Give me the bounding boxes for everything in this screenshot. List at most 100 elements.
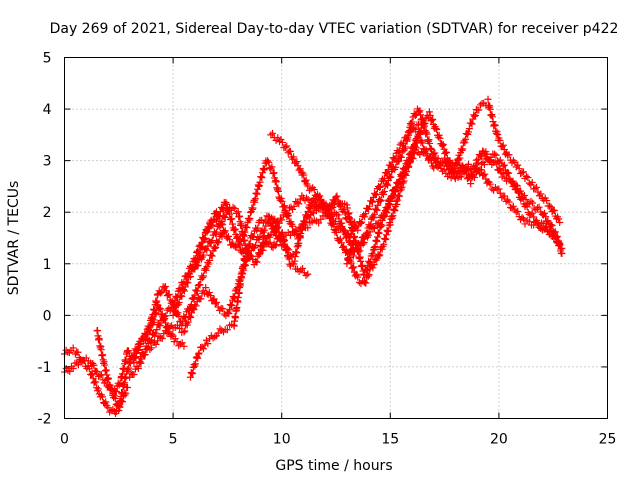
data-point bbox=[207, 292, 215, 300]
series-arc-2 bbox=[61, 356, 131, 418]
data-point bbox=[257, 173, 265, 181]
data-point bbox=[204, 340, 212, 348]
data-point bbox=[256, 249, 264, 257]
data-point bbox=[94, 385, 102, 393]
data-point bbox=[349, 264, 357, 272]
data-point bbox=[411, 126, 419, 134]
data-point bbox=[531, 184, 539, 192]
data-point bbox=[385, 172, 393, 180]
data-marks bbox=[61, 95, 566, 418]
data-point bbox=[485, 157, 493, 165]
data-point bbox=[343, 260, 351, 268]
data-point bbox=[344, 255, 352, 263]
data-point bbox=[475, 106, 483, 114]
data-point bbox=[238, 246, 246, 254]
data-point bbox=[254, 252, 262, 260]
data-point bbox=[193, 287, 201, 295]
data-point bbox=[199, 274, 207, 282]
data-point bbox=[208, 252, 216, 260]
data-point bbox=[441, 158, 449, 166]
data-point bbox=[129, 353, 137, 361]
data-point bbox=[416, 107, 424, 115]
data-point bbox=[520, 215, 528, 223]
data-point bbox=[431, 149, 439, 157]
data-point bbox=[430, 164, 438, 172]
data-point bbox=[213, 208, 221, 216]
data-point bbox=[203, 246, 211, 254]
data-point bbox=[383, 226, 391, 234]
series-arc-3 bbox=[93, 229, 227, 415]
data-point bbox=[373, 206, 381, 214]
data-point bbox=[189, 363, 197, 371]
data-point bbox=[310, 203, 318, 211]
data-point bbox=[187, 314, 195, 322]
data-point bbox=[200, 236, 208, 244]
data-point bbox=[539, 220, 547, 228]
data-point bbox=[293, 199, 301, 207]
data-point bbox=[158, 334, 166, 342]
data-point bbox=[501, 192, 509, 200]
data-point bbox=[137, 340, 145, 348]
data-point bbox=[296, 233, 304, 241]
data-point bbox=[184, 318, 192, 326]
data-point bbox=[284, 209, 292, 217]
data-point bbox=[462, 167, 470, 175]
data-point bbox=[304, 270, 312, 278]
data-point bbox=[420, 122, 428, 130]
data-point bbox=[417, 116, 425, 124]
data-point bbox=[547, 226, 555, 234]
data-point bbox=[475, 166, 483, 174]
data-point bbox=[410, 145, 418, 153]
data-point bbox=[499, 162, 507, 170]
data-point bbox=[189, 369, 197, 377]
data-point bbox=[391, 207, 399, 215]
data-point bbox=[208, 218, 216, 226]
data-point bbox=[505, 151, 513, 159]
data-point bbox=[130, 370, 138, 378]
data-point bbox=[191, 291, 199, 299]
data-point bbox=[152, 329, 160, 337]
data-point bbox=[214, 303, 222, 311]
data-point bbox=[200, 251, 208, 259]
data-point bbox=[360, 278, 368, 286]
data-point bbox=[429, 115, 437, 123]
data-point bbox=[535, 203, 543, 211]
data-point bbox=[556, 219, 564, 227]
data-point bbox=[295, 200, 303, 208]
data-point bbox=[209, 215, 217, 223]
data-point bbox=[315, 219, 323, 227]
data-point bbox=[249, 233, 257, 241]
data-point bbox=[183, 321, 191, 329]
data-point bbox=[290, 153, 298, 161]
data-point bbox=[221, 227, 229, 235]
y-tick-label: -1 bbox=[38, 360, 52, 376]
data-point bbox=[200, 272, 208, 280]
data-point bbox=[302, 176, 310, 184]
data-point bbox=[231, 225, 239, 233]
data-point bbox=[533, 183, 541, 191]
data-point bbox=[243, 248, 251, 256]
data-point bbox=[142, 331, 150, 339]
data-point bbox=[147, 344, 155, 352]
data-point bbox=[74, 348, 82, 356]
data-point bbox=[386, 200, 394, 208]
data-point bbox=[278, 197, 286, 205]
data-point bbox=[207, 251, 215, 259]
x-tick-label: 20 bbox=[490, 432, 508, 448]
data-point bbox=[211, 244, 219, 252]
data-point bbox=[480, 171, 488, 179]
data-point bbox=[217, 221, 225, 229]
data-point bbox=[416, 111, 424, 119]
data-point bbox=[108, 385, 116, 393]
data-point bbox=[119, 389, 127, 397]
data-point bbox=[491, 150, 499, 158]
data-point bbox=[546, 227, 554, 235]
data-point bbox=[380, 240, 388, 248]
data-point bbox=[396, 175, 404, 183]
data-point bbox=[69, 365, 77, 373]
data-point bbox=[480, 161, 488, 169]
data-point bbox=[362, 266, 370, 274]
data-point bbox=[181, 327, 189, 335]
data-point bbox=[293, 158, 301, 166]
data-point bbox=[341, 208, 349, 216]
